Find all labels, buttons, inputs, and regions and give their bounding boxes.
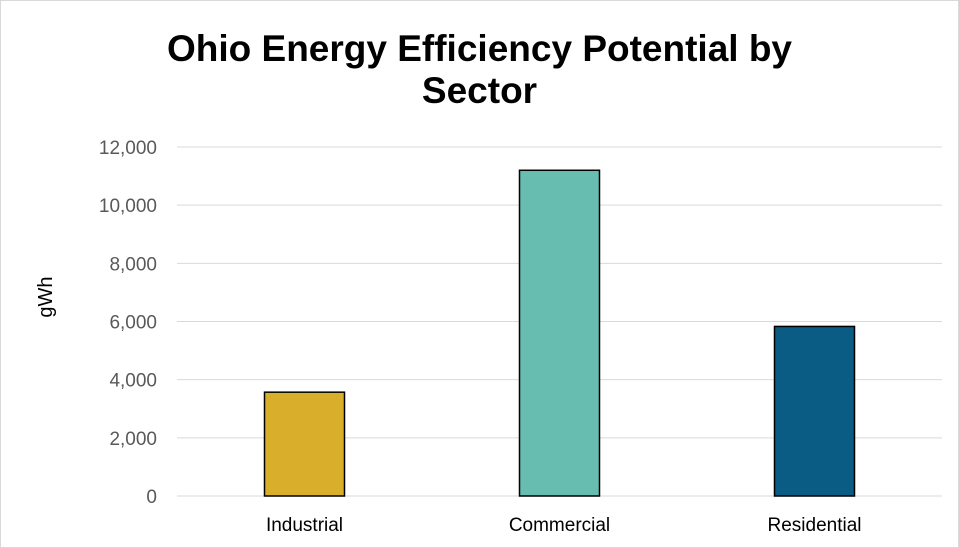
y-tick-label: 2,000: [109, 429, 157, 450]
bar-industrial: [263, 391, 346, 497]
x-tick-label-commercial: Commercial: [509, 515, 610, 536]
y-tick-label: 8,000: [109, 254, 157, 275]
y-axis-label: gWh: [35, 276, 57, 317]
y-tick-label: 12,000: [99, 138, 157, 159]
y-tick-label: 4,000: [109, 371, 157, 392]
chart-title: Ohio Energy Efficiency Potential by Sect…: [0, 28, 959, 112]
y-tick-label: 0: [146, 487, 157, 508]
y-axis-tick-labels: 0 2,000 4,000 6,000 8,000 10,000 12,000: [99, 138, 157, 508]
chart-title-line-2: Sector: [421, 70, 538, 111]
chart-title-line-1: Ohio Energy Efficiency Potential by: [166, 28, 793, 69]
bar-commercial: [518, 169, 601, 497]
x-tick-label-residential: Residential: [768, 515, 862, 536]
x-axis-tick-labels: Industrial Commercial Residential: [266, 515, 862, 536]
y-tick-label: 10,000: [99, 196, 157, 217]
y-tick-label: 6,000: [109, 313, 157, 334]
x-tick-label-industrial: Industrial: [266, 515, 343, 536]
bars: [263, 169, 856, 497]
bar-residential: [773, 325, 856, 497]
